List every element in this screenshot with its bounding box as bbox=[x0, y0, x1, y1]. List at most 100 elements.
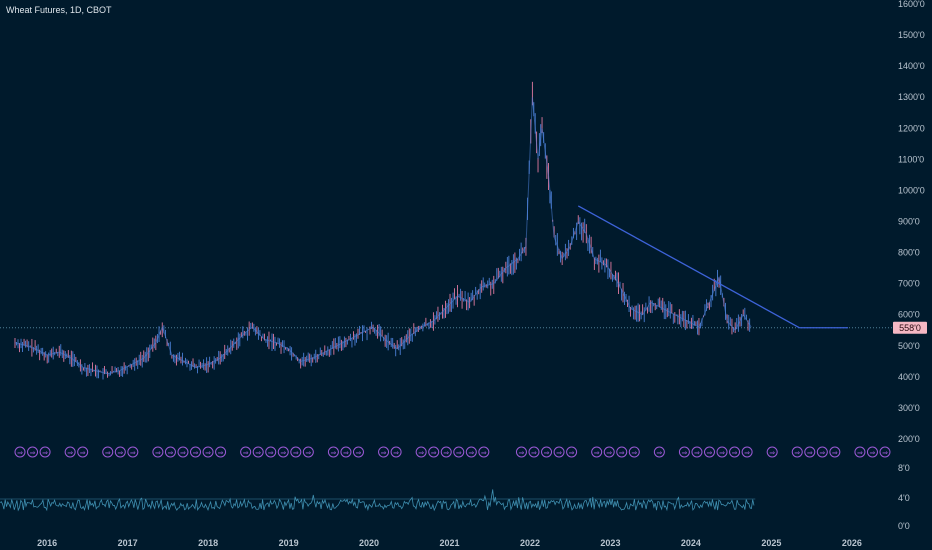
event-marker-glyph: ⇒ bbox=[606, 449, 612, 457]
event-marker-glyph: ⇒ bbox=[130, 449, 136, 457]
event-marker-glyph: ⇒ bbox=[857, 449, 863, 457]
event-marker bbox=[64, 446, 76, 458]
event-marker bbox=[829, 446, 841, 458]
event-marker bbox=[152, 446, 164, 458]
event-marker bbox=[302, 446, 314, 458]
event-marker-glyph: ⇒ bbox=[30, 449, 36, 457]
event-marker bbox=[378, 446, 390, 458]
event-marker-glyph: ⇒ bbox=[80, 449, 86, 457]
event-marker bbox=[465, 446, 477, 458]
trendline-layer[interactable] bbox=[577, 205, 848, 329]
volume-tick-label: 0'0 bbox=[898, 521, 910, 531]
event-marker-glyph: ⇒ bbox=[42, 449, 48, 457]
event-marker-glyph: ⇒ bbox=[205, 449, 211, 457]
event-marker bbox=[478, 446, 490, 458]
event-marker-glyph: ⇒ bbox=[769, 449, 775, 457]
volume-line bbox=[0, 489, 755, 512]
y-tick-label: 400'0 bbox=[898, 372, 920, 382]
event-marker-glyph: ⇒ bbox=[431, 449, 437, 457]
x-tick-label: 2022 bbox=[520, 538, 540, 548]
volume-panel bbox=[0, 489, 756, 512]
x-tick-label: 2017 bbox=[118, 538, 138, 548]
y-tick-label: 1500'0 bbox=[898, 30, 925, 40]
event-marker-glyph: ⇒ bbox=[882, 449, 888, 457]
volume-tick-label: 4'0 bbox=[898, 493, 910, 503]
event-marker-glyph: ⇒ bbox=[870, 449, 876, 457]
event-marker bbox=[14, 446, 26, 458]
y-tick-label: 1300'0 bbox=[898, 92, 925, 102]
event-marker bbox=[390, 446, 402, 458]
event-marker-glyph: ⇒ bbox=[619, 449, 625, 457]
event-marker-glyph: ⇒ bbox=[418, 449, 424, 457]
price-badge-layer: 558'0 bbox=[893, 321, 927, 334]
event-marker bbox=[252, 446, 264, 458]
event-marker-glyph: ⇒ bbox=[719, 449, 725, 457]
event-marker-glyph: ⇒ bbox=[594, 449, 600, 457]
event-marker-glyph: ⇒ bbox=[393, 449, 399, 457]
event-marker bbox=[616, 446, 628, 458]
event-marker-glyph: ⇒ bbox=[305, 449, 311, 457]
x-axis[interactable]: 2016 2017 2018 2019 2020 2021 2022 2023 2024 2025… bbox=[37, 538, 862, 548]
event-marker bbox=[678, 446, 690, 458]
event-marker bbox=[202, 446, 214, 458]
event-marker bbox=[240, 446, 252, 458]
x-tick-label: 2016 bbox=[37, 538, 57, 548]
event-marker bbox=[553, 446, 565, 458]
event-marker bbox=[352, 446, 364, 458]
x-tick-label: 2019 bbox=[279, 538, 299, 548]
event-marker bbox=[27, 446, 39, 458]
event-marker bbox=[340, 446, 352, 458]
x-tick-label: 2024 bbox=[681, 538, 701, 548]
event-marker bbox=[791, 446, 803, 458]
event-marker bbox=[102, 446, 114, 458]
event-marker bbox=[453, 446, 465, 458]
event-marker-glyph: ⇒ bbox=[656, 449, 662, 457]
event-marker bbox=[39, 446, 51, 458]
event-marker bbox=[729, 446, 741, 458]
descending-trendline[interactable] bbox=[577, 205, 800, 329]
event-marker-glyph: ⇒ bbox=[218, 449, 224, 457]
event-marker bbox=[114, 446, 126, 458]
chart-title: Wheat Futures, 1D, CBOT bbox=[6, 5, 112, 15]
event-marker bbox=[766, 446, 778, 458]
event-marker-glyph: ⇒ bbox=[105, 449, 111, 457]
event-marker-glyph: ⇒ bbox=[519, 449, 525, 457]
volume-tick-label: 8'0 bbox=[898, 463, 910, 473]
event-marker-glyph: ⇒ bbox=[694, 449, 700, 457]
event-marker-glyph: ⇒ bbox=[707, 449, 713, 457]
y-tick-label: 1400'0 bbox=[898, 61, 925, 71]
event-marker-glyph: ⇒ bbox=[167, 449, 173, 457]
event-marker-glyph: ⇒ bbox=[67, 449, 73, 457]
y-tick-label: 1000'0 bbox=[898, 185, 925, 195]
event-marker-glyph: ⇒ bbox=[481, 449, 487, 457]
event-marker-glyph: ⇒ bbox=[330, 449, 336, 457]
y-tick-label: 700'0 bbox=[898, 279, 920, 289]
event-marker bbox=[603, 446, 615, 458]
y-axis[interactable]: 1600'0 1500'0 1400'0 1300'0 1200'0 1100'0 1000… bbox=[898, 0, 925, 531]
event-marker-glyph: ⇒ bbox=[631, 449, 637, 457]
event-marker-glyph: ⇒ bbox=[468, 449, 474, 457]
event-marker-glyph: ⇒ bbox=[193, 449, 199, 457]
event-marker bbox=[428, 446, 440, 458]
y-tick-label: 1200'0 bbox=[898, 123, 925, 133]
event-marker bbox=[566, 446, 578, 458]
event-marker bbox=[415, 446, 427, 458]
event-marker bbox=[716, 446, 728, 458]
event-marker bbox=[541, 446, 553, 458]
event-marker bbox=[591, 446, 603, 458]
event-marker bbox=[854, 446, 866, 458]
y-tick-label: 200'0 bbox=[898, 434, 920, 444]
y-tick-label: 300'0 bbox=[898, 403, 920, 413]
event-marker-glyph: ⇒ bbox=[807, 449, 813, 457]
event-marker-glyph: ⇒ bbox=[794, 449, 800, 457]
event-marker bbox=[290, 446, 302, 458]
y-tick-label: 1100'0 bbox=[898, 154, 924, 164]
event-marker bbox=[628, 446, 640, 458]
event-marker bbox=[866, 446, 878, 458]
event-marker bbox=[703, 446, 715, 458]
event-marker-glyph: ⇒ bbox=[744, 449, 750, 457]
event-marker bbox=[440, 446, 452, 458]
event-marker bbox=[177, 446, 189, 458]
event-marker bbox=[277, 446, 289, 458]
